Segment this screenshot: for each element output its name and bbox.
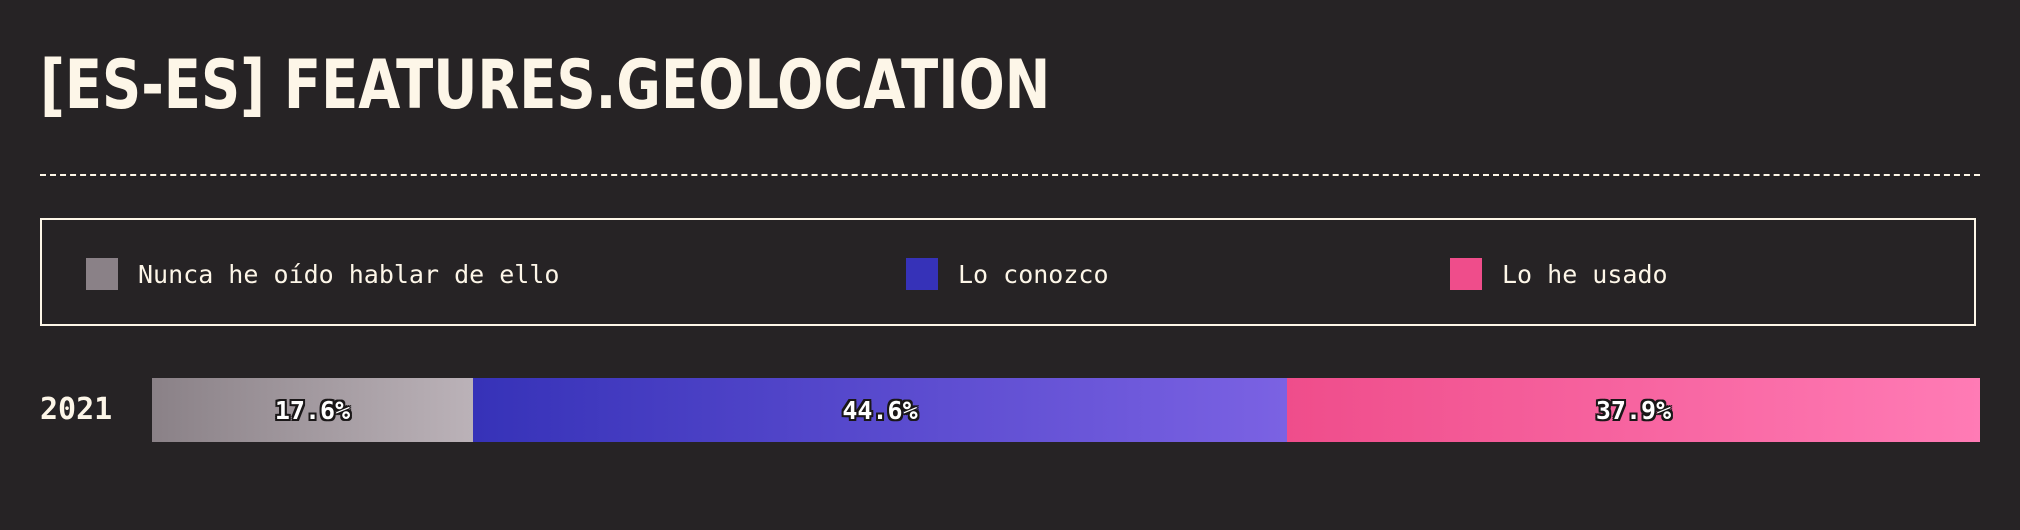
bar-value-label: 44.6% bbox=[842, 395, 918, 425]
legend-swatch-never-heard bbox=[86, 258, 118, 290]
legend: Nunca he oído hablar de ello Lo conozco … bbox=[40, 218, 1976, 326]
title-divider bbox=[40, 174, 1980, 176]
legend-label-used-it: Lo he usado bbox=[1502, 259, 1668, 289]
legend-swatch-know-it bbox=[906, 258, 938, 290]
bar-segment-used-it[interactable]: 37.9% bbox=[1287, 378, 1980, 442]
legend-swatch-used-it bbox=[1450, 258, 1482, 290]
legend-item-used-it[interactable]: Lo he usado bbox=[1450, 258, 1668, 290]
bar-segment-never-heard[interactable]: 17.6% bbox=[152, 378, 473, 442]
legend-item-never-heard[interactable]: Nunca he oído hablar de ello bbox=[86, 258, 559, 290]
chart-title: [ES-ES] FEATURES.GEOLOCATION bbox=[40, 46, 1051, 125]
legend-label-never-heard: Nunca he oído hablar de ello bbox=[138, 259, 560, 289]
legend-label-know-it: Lo conozco bbox=[958, 259, 1109, 289]
bar-value-label: 17.6% bbox=[274, 395, 351, 425]
bar-value-label: 37.9% bbox=[1595, 395, 1672, 425]
bar-segment-know-it[interactable]: 44.6% bbox=[473, 378, 1287, 442]
year-label: 2021 bbox=[40, 392, 113, 427]
legend-item-know-it[interactable]: Lo conozco bbox=[906, 258, 1109, 290]
